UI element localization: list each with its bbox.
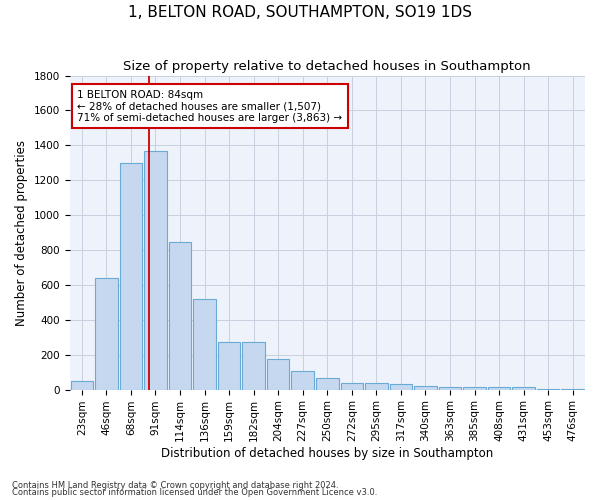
Text: Contains public sector information licensed under the Open Government Licence v3: Contains public sector information licen…	[12, 488, 377, 497]
Bar	[341, 383, 363, 390]
X-axis label: Distribution of detached houses by size in Southampton: Distribution of detached houses by size …	[161, 447, 493, 460]
Y-axis label: Number of detached properties: Number of detached properties	[15, 140, 28, 326]
Bar	[316, 378, 338, 390]
Bar	[95, 278, 118, 390]
Text: 1 BELTON ROAD: 84sqm
← 28% of detached houses are smaller (1,507)
71% of semi-de: 1 BELTON ROAD: 84sqm ← 28% of detached h…	[77, 90, 343, 123]
Bar	[267, 359, 289, 390]
Bar	[439, 387, 461, 390]
Bar	[512, 387, 535, 390]
Bar	[389, 384, 412, 390]
Text: 1, BELTON ROAD, SOUTHAMPTON, SO19 1DS: 1, BELTON ROAD, SOUTHAMPTON, SO19 1DS	[128, 5, 472, 20]
Bar	[144, 150, 167, 390]
Bar	[242, 342, 265, 390]
Bar	[119, 163, 142, 390]
Bar	[193, 299, 216, 390]
Bar	[463, 387, 486, 390]
Bar	[71, 381, 93, 390]
Title: Size of property relative to detached houses in Southampton: Size of property relative to detached ho…	[124, 60, 531, 73]
Bar	[169, 242, 191, 390]
Bar	[414, 386, 437, 390]
Bar	[488, 388, 511, 390]
Bar	[218, 342, 241, 390]
Bar	[292, 372, 314, 390]
Text: Contains HM Land Registry data © Crown copyright and database right 2024.: Contains HM Land Registry data © Crown c…	[12, 480, 338, 490]
Bar	[365, 383, 388, 390]
